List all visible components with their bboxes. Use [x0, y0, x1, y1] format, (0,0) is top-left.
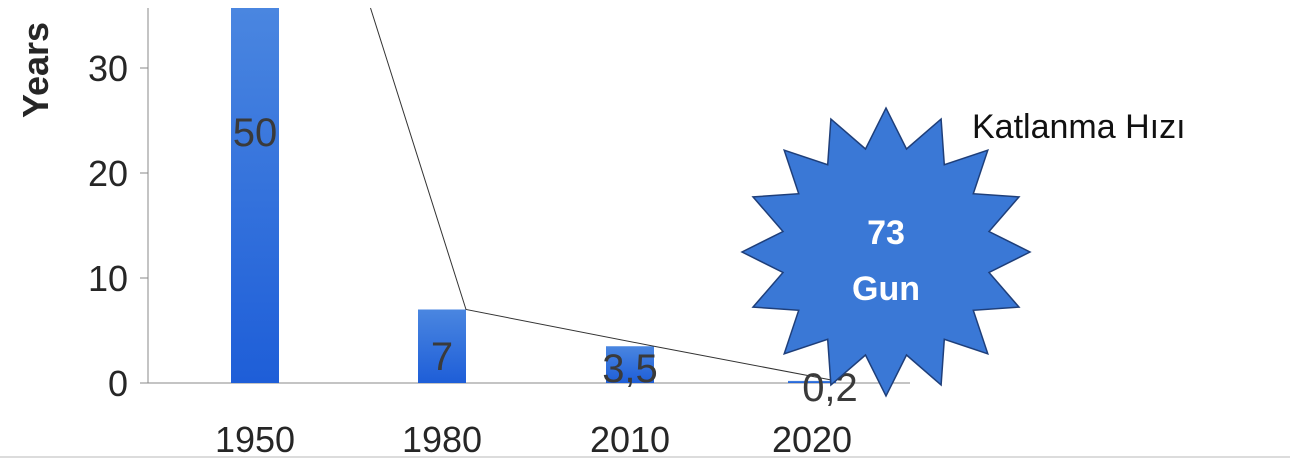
badge-value: 73 [867, 214, 905, 252]
y-axis-ticks: 0 10 20 30 [88, 48, 148, 404]
y-axis-label: Years [15, 22, 56, 118]
bar [788, 380, 836, 383]
y-tick-label: 0 [108, 363, 128, 404]
y-tick-label: 10 [88, 258, 128, 299]
x-tick-label: 1950 [215, 419, 295, 460]
data-label: 3,5 [602, 347, 658, 391]
x-axis-ticks: 1950 1980 2010 2020 [215, 419, 852, 460]
bars [231, 8, 836, 383]
data-label: 50 [233, 111, 278, 155]
x-tick-label: 2020 [772, 419, 852, 460]
trend-polyline [370, 7, 837, 382]
data-labels: 507 3,5 0,2 [233, 111, 858, 410]
data-label: 7 [431, 335, 453, 379]
starburst-badge: 73 Gun [740, 106, 1032, 398]
bar [606, 346, 654, 383]
y-tick-label: 30 [88, 48, 128, 89]
bottom-divider [0, 456, 1290, 458]
bar [231, 8, 279, 383]
x-tick-label: 1980 [402, 419, 482, 460]
bar [418, 309, 466, 383]
y-tick-label: 20 [88, 153, 128, 194]
x-tick-label: 2010 [590, 419, 670, 460]
starburst-shape [740, 106, 1032, 398]
callout-text: Katlanma Hızı [972, 108, 1186, 146]
trend-line [370, 7, 837, 382]
badge-unit: Gun [852, 270, 920, 308]
